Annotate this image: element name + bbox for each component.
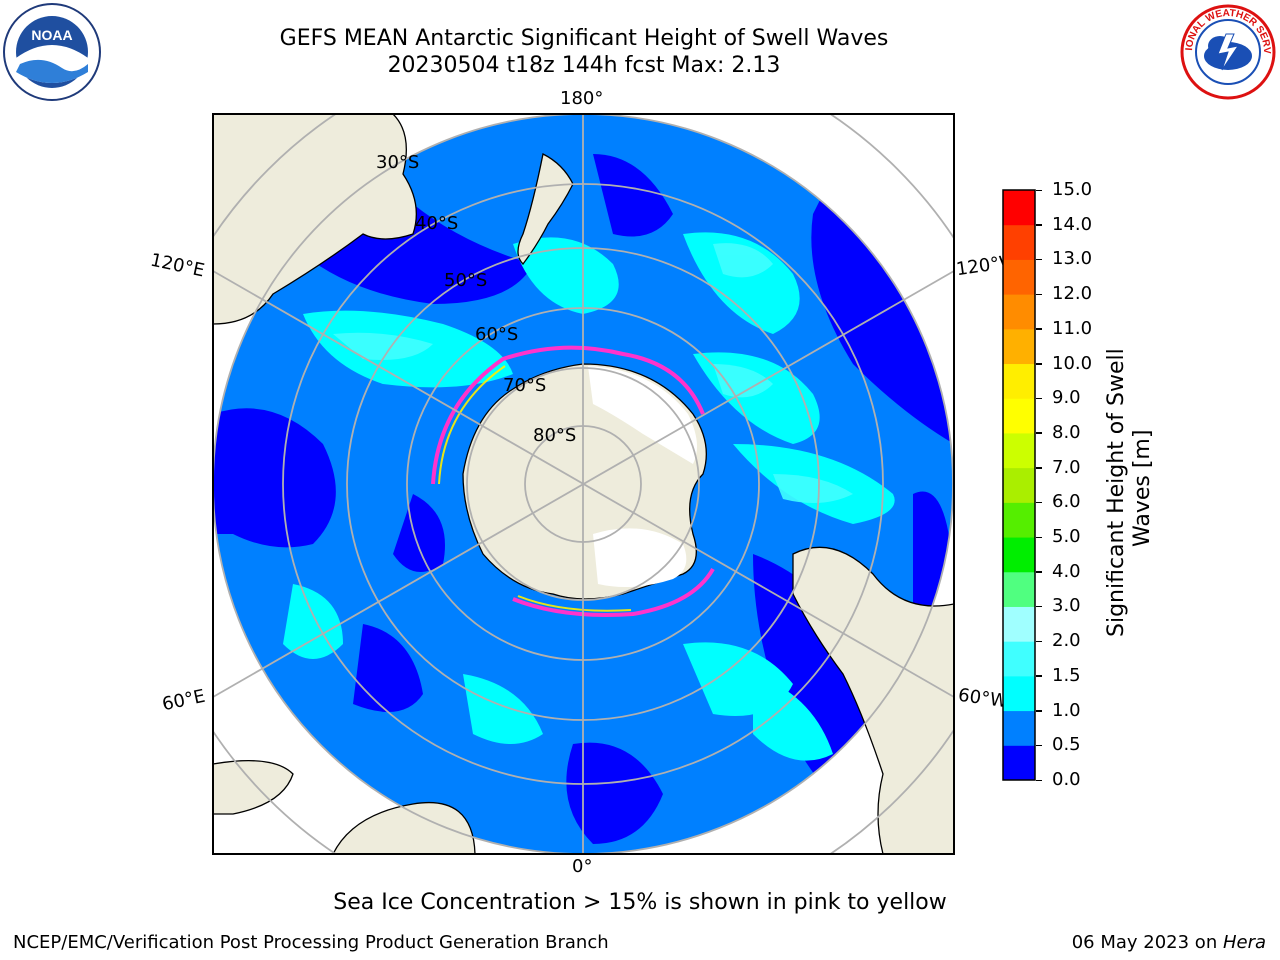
colorbar-tick-label: 4.0 [1052,560,1081,582]
colorbar-tick-label: 0.5 [1052,734,1081,756]
colorbar-segment [1003,571,1035,607]
colorbar-tick-mark [1036,501,1042,504]
colorbar-tick-mark [1036,258,1042,261]
colorbar-tick-label: 8.0 [1052,421,1081,443]
colorbar-tick-mark [1036,224,1042,226]
lon-label-120e: 120°E [148,249,207,282]
colorbar-segment [1003,467,1035,503]
colorbar-tick-mark [1036,571,1042,573]
colorbar-segment [1003,432,1035,469]
credit-left: NCEP/EMC/Verification Post Processing Pr… [13,932,609,953]
colorbar-tick-label: 1.5 [1052,664,1081,686]
colorbar [1002,189,1036,781]
lat-label-60s: 60°S [475,324,519,345]
lat-label-40s: 40°S [415,213,459,234]
colorbar-tick-label: 10.0 [1052,352,1093,374]
lat-label-50s: 50°S [444,270,488,291]
colorbar-tick-label: 12.0 [1052,283,1093,305]
colorbar-tick-mark [1036,605,1042,608]
colorbar-tick-mark [1036,779,1042,781]
colorbar-label-line2: Waves [m] [1130,429,1155,547]
lon-label-60e: 60°E [160,685,207,716]
colorbar-tick-mark [1036,397,1042,400]
colorbar-tick-mark [1036,675,1042,677]
colorbar-tick-label: 11.0 [1052,317,1093,339]
colorbar-border [1002,189,1036,781]
colorbar-segment [1003,294,1035,330]
sea-ice-note: Sea Ice Concentration > 15% is shown in … [333,890,947,915]
colorbar-segment [1003,675,1035,712]
credit-date: 06 May 2023 on [1071,932,1223,953]
colorbar-tick-mark [1036,467,1042,469]
lat-label-70s: 70°S [503,375,547,396]
colorbar-tick-mark [1036,328,1042,330]
colorbar-segment [1003,745,1035,781]
colorbar-segment [1003,537,1035,573]
colorbar-segment [1003,398,1035,434]
credit-right: 06 May 2023 on Hera [1072,932,1266,953]
map-subtitle: 20230504 t18z 144h fcst Max: 2.13 [387,53,781,78]
colorbar-tick-mark [1036,293,1042,296]
colorbar-segment [1003,259,1035,295]
colorbar-segment [1003,502,1035,538]
map-title: GEFS MEAN Antarctic Significant Height o… [279,26,889,51]
lat-label-30s: 30°S [376,152,420,173]
colorbar-segment [1003,710,1035,746]
colorbar-segment [1003,224,1035,260]
polar-map [212,113,955,855]
colorbar-tick-label: 13.0 [1052,248,1093,270]
colorbar-tick-mark [1036,363,1042,365]
colorbar-tick-mark [1036,710,1042,712]
colorbar-tick-label: 7.0 [1052,456,1081,478]
lon-label-180: 180° [560,88,604,109]
ice-shelves [588,366,697,588]
colorbar-tick-label: 0.0 [1052,769,1081,790]
noaa-logo: NOAA [3,3,101,101]
colorbar-segment [1003,328,1035,365]
colorbar-segment [1003,363,1035,399]
colorbar-tick-label: 1.0 [1052,699,1081,721]
colorbar-segment [1003,641,1035,677]
colorbar-tick-mark [1036,432,1042,434]
lon-label-0: 0° [572,856,593,877]
colorbar-segment [1003,606,1035,642]
colorbar-tick-label: 2.0 [1052,630,1081,652]
colorbar-label-line1: Significant Height of Swell [1104,348,1129,637]
svg-text:NOAA: NOAA [31,27,72,43]
sea-ice-edge [431,345,715,617]
colorbar-tick-mark [1036,744,1042,747]
credit-machine: Hera [1222,932,1266,953]
colorbar-segment [1003,190,1035,226]
colorbar-tick-label: 14.0 [1052,213,1093,235]
colorbar-tick-mark [1036,536,1042,539]
nws-logo: NATIONAL WEATHER SERVICE [1178,2,1276,100]
colorbar-tick-label: 9.0 [1052,387,1081,409]
colorbar-tick-label: 6.0 [1052,491,1081,513]
colorbar-tick-label: 3.0 [1052,595,1081,617]
colorbar-tick-label: 15.0 [1052,179,1093,200]
colorbar-tick-mark [1036,189,1042,191]
colorbar-tick-mark [1036,640,1042,643]
colorbar-tick-label: 5.0 [1052,526,1081,548]
lat-label-80s: 80°S [533,425,577,446]
